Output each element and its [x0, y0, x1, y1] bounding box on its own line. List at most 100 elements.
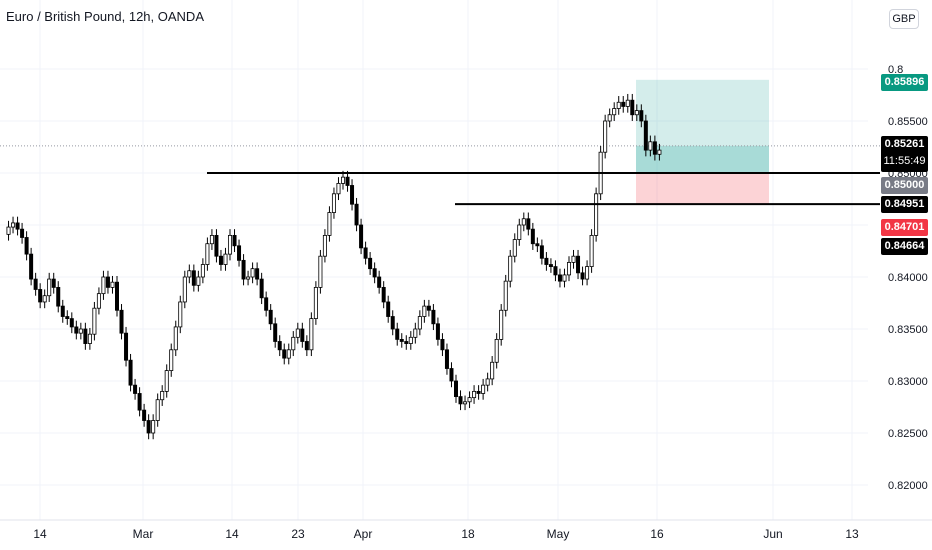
candle-body [133, 384, 138, 394]
candle-body [268, 309, 273, 325]
candle-body [463, 401, 468, 405]
candle-body [435, 323, 440, 340]
candle-body [612, 108, 617, 116]
candle-body [110, 281, 115, 288]
candle-body [539, 245, 544, 259]
candle-body [440, 338, 445, 351]
candle-body [255, 268, 260, 280]
candle-body [580, 272, 585, 280]
candle-body [223, 253, 228, 265]
candle-body [169, 349, 174, 371]
time-tick-label: 13 [845, 527, 859, 541]
candle-body [467, 397, 472, 403]
candle-body [191, 270, 196, 286]
candle-body [345, 176, 350, 186]
price-tick-label: 0.83000 [888, 376, 928, 388]
candle-body [562, 274, 567, 282]
candle-body [264, 297, 269, 311]
price-tick-label: 0.83500 [888, 324, 928, 336]
price-tick-label: 0.8 [888, 64, 903, 76]
candle-body [282, 349, 287, 359]
stop-loss-price-label: 0.84701 [881, 219, 928, 236]
candle-body [616, 101, 621, 109]
candle-body [232, 234, 237, 247]
candle-body [413, 328, 418, 338]
candle-body [557, 274, 562, 282]
candle-body [146, 420, 151, 434]
candle-body [499, 309, 504, 340]
candle-body [503, 280, 508, 311]
candle-body [313, 286, 318, 319]
candle-body [548, 264, 553, 267]
candle-body [78, 328, 83, 334]
candle-body [643, 120, 648, 151]
candle-body [173, 326, 178, 351]
candle-body [625, 99, 630, 107]
candle-body [408, 336, 413, 344]
candle-body [33, 278, 38, 290]
current-price-label: 0.85261 11:55:49 [881, 136, 928, 172]
candle-body [530, 228, 535, 245]
candle-body [137, 393, 142, 411]
candle-body [69, 318, 74, 328]
loss-zone [636, 173, 769, 205]
candle-body [494, 338, 499, 363]
candle-body [594, 193, 599, 236]
time-tick-label: Jun [763, 527, 782, 541]
candle-body [115, 281, 120, 311]
candle-body [205, 243, 210, 265]
candle-body [178, 301, 183, 328]
candlestick-series [6, 93, 662, 440]
price-tick-label: 0.85500 [888, 116, 928, 128]
candle-body [24, 237, 29, 255]
candle-body [621, 101, 626, 107]
current-price-value: 0.85261 [884, 138, 925, 150]
candle-body [652, 141, 657, 155]
candle-body [246, 276, 251, 280]
time-tick-label: Apr [354, 527, 373, 541]
candle-body [327, 212, 332, 236]
position-tool [0, 79, 880, 205]
candle-body [83, 328, 88, 344]
price-tick-label: 0.82000 [888, 480, 928, 492]
time-tick-label: 14 [225, 527, 239, 541]
candle-body [124, 332, 129, 361]
candle-body [490, 361, 495, 380]
grid-lines [0, 0, 868, 520]
candle-body [585, 266, 590, 280]
candle-body [15, 222, 20, 230]
candle-body [286, 349, 291, 359]
currency-button[interactable]: GBP [889, 9, 919, 29]
candle-body [404, 341, 409, 344]
candle-body [395, 328, 400, 340]
candle-body [29, 253, 34, 280]
candle-body [449, 368, 454, 382]
candle-body [648, 141, 653, 151]
candle-body [51, 278, 56, 288]
candle-body [309, 318, 314, 351]
candle-body [390, 316, 395, 330]
candle-body [639, 110, 644, 122]
candle-body [155, 399, 160, 421]
candle-body [182, 276, 187, 303]
candle-body [295, 328, 300, 338]
candle-body [322, 234, 327, 257]
candle-body [535, 243, 540, 247]
candle-body [259, 278, 264, 299]
candle-body [101, 276, 106, 295]
candle-body [386, 301, 391, 317]
symbol-title[interactable]: Euro / British Pound, 12h, OANDA [6, 9, 204, 24]
candle-body [422, 305, 427, 317]
candle-body [6, 226, 11, 235]
candle-body [65, 316, 70, 319]
candle-body [227, 234, 232, 255]
candle-body [74, 326, 79, 334]
candle-body [634, 110, 639, 116]
candle-body [277, 341, 282, 351]
candle-body [576, 255, 581, 274]
bar-countdown: 11:55:49 [883, 155, 926, 167]
take-profit-price-label: 0.85896 [881, 74, 928, 91]
candle-body [630, 99, 635, 116]
